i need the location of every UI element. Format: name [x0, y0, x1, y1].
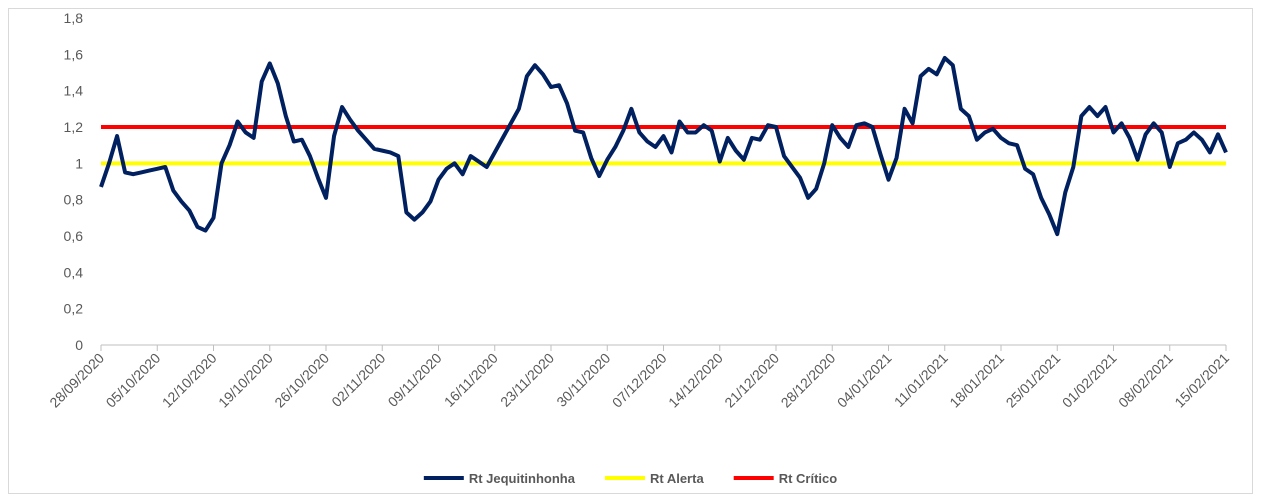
y-tick-label: 0,6 — [64, 228, 84, 244]
y-tick-label: 0,4 — [64, 264, 84, 280]
legend-label: Rt Alerta — [650, 471, 704, 486]
legend-label: Rt Jequitinhonha — [469, 471, 576, 486]
y-tick-label: 1,6 — [64, 46, 84, 62]
y-tick-label: 1,2 — [64, 119, 84, 135]
y-tick-label: 1 — [75, 155, 83, 171]
y-tick-label: 1,4 — [64, 83, 84, 99]
series-line — [99, 55, 1228, 237]
y-tick-label: 0 — [75, 337, 83, 353]
y-tick-label: 0,8 — [64, 192, 84, 208]
legend-label: Rt Crítico — [779, 471, 838, 486]
y-tick-label: 1,8 — [64, 10, 84, 26]
chart-frame — [8, 8, 1253, 494]
y-tick-label: 0,2 — [64, 301, 84, 317]
